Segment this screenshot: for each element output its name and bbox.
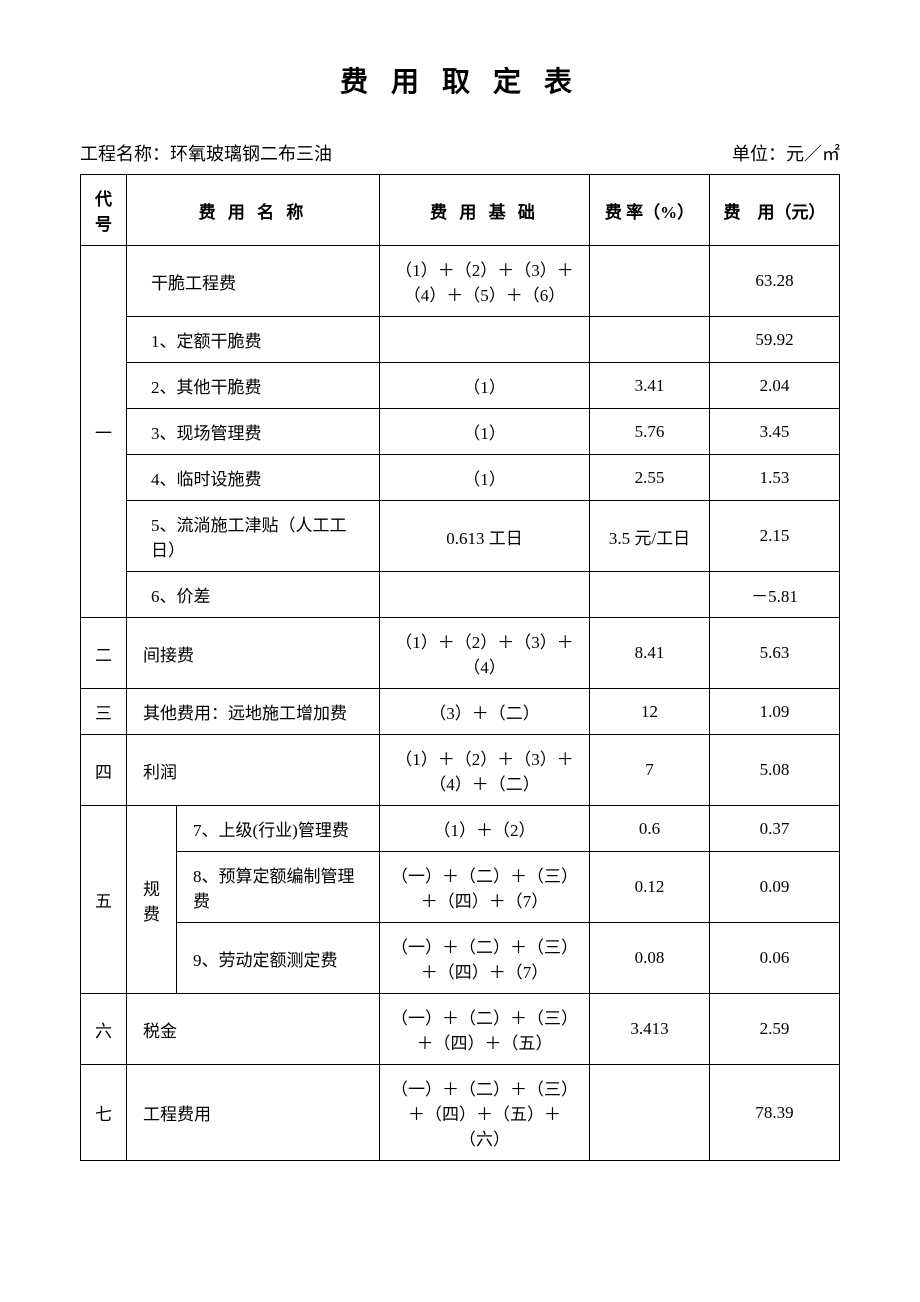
rate-cell: 7 <box>590 735 710 806</box>
group-label-cell: 规费 <box>127 806 177 994</box>
basis-cell: 0.613 工日 <box>380 501 590 572</box>
name-cell: 工程费用 <box>127 1065 380 1161</box>
table-row: 三 其他费用：远地施工增加费 （3）＋（二） 12 1.09 <box>81 689 840 735</box>
basis-cell: （1） <box>380 409 590 455</box>
unit-value: 元／㎡ <box>786 144 840 164</box>
rate-cell <box>590 1065 710 1161</box>
name-cell: 8、预算定额编制管理费 <box>177 852 380 923</box>
basis-cell: （3）＋（二） <box>380 689 590 735</box>
page-title: 费 用 取 定 表 <box>80 60 840 100</box>
name-cell: 间接费 <box>127 618 380 689</box>
code-cell: 六 <box>81 994 127 1065</box>
code-cell: 四 <box>81 735 127 806</box>
basis-cell: （1） <box>380 455 590 501</box>
table-row: 6、价差 －5.81 <box>81 572 840 618</box>
basis-cell: （一）＋（二）＋（三）＋（四）＋（五） <box>380 994 590 1065</box>
rate-cell: 12 <box>590 689 710 735</box>
fee-cell: 2.04 <box>710 363 840 409</box>
table-row: 2、其他干脆费 （1） 3.41 2.04 <box>81 363 840 409</box>
fee-cell: 2.59 <box>710 994 840 1065</box>
fee-cell: 0.06 <box>710 923 840 994</box>
basis-cell: （1）＋（2） <box>380 806 590 852</box>
header-code: 代号 <box>81 175 127 246</box>
basis-cell: （1） <box>380 363 590 409</box>
name-cell: 3、现场管理费 <box>127 409 380 455</box>
table-row: 9、劳动定额测定费 （一）＋（二）＋（三）＋（四）＋（7） 0.08 0.06 <box>81 923 840 994</box>
rate-cell <box>590 246 710 317</box>
meta-row: 工程名称：环氧玻璃钢二布三油 单位：元／㎡ <box>80 140 840 166</box>
code-cell: 七 <box>81 1065 127 1161</box>
name-cell: 利润 <box>127 735 380 806</box>
rate-cell: 3.413 <box>590 994 710 1065</box>
fee-table: 代号 费 用 名 称 费 用 基 础 费 率（%） 费 用（元） 一 干脆工程费… <box>80 174 840 1161</box>
rate-cell: 0.6 <box>590 806 710 852</box>
rate-cell: 3.5 元/工日 <box>590 501 710 572</box>
code-cell: 三 <box>81 689 127 735</box>
fee-cell: 5.63 <box>710 618 840 689</box>
name-cell: 6、价差 <box>127 572 380 618</box>
code-cell: 五 <box>81 806 127 994</box>
header-name: 费 用 名 称 <box>127 175 380 246</box>
rate-cell <box>590 317 710 363</box>
table-row: 七 工程费用 （一）＋（二）＋（三）＋（四）＋（五）＋（六） 78.39 <box>81 1065 840 1161</box>
fee-cell: 78.39 <box>710 1065 840 1161</box>
project-label: 工程名称： <box>80 144 170 164</box>
table-row: 3、现场管理费 （1） 5.76 3.45 <box>81 409 840 455</box>
rate-cell: 0.12 <box>590 852 710 923</box>
name-cell: 9、劳动定额测定费 <box>177 923 380 994</box>
unit: 单位：元／㎡ <box>732 140 840 166</box>
code-cell: 一 <box>81 246 127 618</box>
rate-cell <box>590 572 710 618</box>
name-cell: 1、定额干脆费 <box>127 317 380 363</box>
rate-cell: 2.55 <box>590 455 710 501</box>
basis-cell: （一）＋（二）＋（三）＋（四）＋（五）＋（六） <box>380 1065 590 1161</box>
basis-cell: （一）＋（二）＋（三）＋（四）＋（7） <box>380 923 590 994</box>
table-row: 五 规费 7、上级(行业)管理费 （1）＋（2） 0.6 0.37 <box>81 806 840 852</box>
rate-cell: 0.08 <box>590 923 710 994</box>
basis-cell: （1）＋（2）＋（3）＋（4）＋（5）＋（6） <box>380 246 590 317</box>
table-row: 5、流淌施工津贴（人工工日） 0.613 工日 3.5 元/工日 2.15 <box>81 501 840 572</box>
basis-cell: （1）＋（2）＋（3）＋（4）＋（二） <box>380 735 590 806</box>
fee-cell: 59.92 <box>710 317 840 363</box>
rate-cell: 8.41 <box>590 618 710 689</box>
header-rate: 费 率（%） <box>590 175 710 246</box>
basis-cell <box>380 317 590 363</box>
header-fee: 费 用（元） <box>710 175 840 246</box>
basis-cell: （1）＋（2）＋（3）＋（4） <box>380 618 590 689</box>
rate-cell: 3.41 <box>590 363 710 409</box>
table-row: 4、临时设施费 （1） 2.55 1.53 <box>81 455 840 501</box>
fee-cell: 1.09 <box>710 689 840 735</box>
name-cell: 税金 <box>127 994 380 1065</box>
fee-cell: 0.37 <box>710 806 840 852</box>
unit-label: 单位： <box>732 144 786 164</box>
header-basis: 费 用 基 础 <box>380 175 590 246</box>
fee-cell: 2.15 <box>710 501 840 572</box>
table-row: 四 利润 （1）＋（2）＋（3）＋（4）＋（二） 7 5.08 <box>81 735 840 806</box>
table-row: 六 税金 （一）＋（二）＋（三）＋（四）＋（五） 3.413 2.59 <box>81 994 840 1065</box>
name-cell: 2、其他干脆费 <box>127 363 380 409</box>
name-cell: 干脆工程费 <box>127 246 380 317</box>
fee-cell: 3.45 <box>710 409 840 455</box>
project-value: 环氧玻璃钢二布三油 <box>170 144 332 164</box>
table-row: 1、定额干脆费 59.92 <box>81 317 840 363</box>
table-row: 8、预算定额编制管理费 （一）＋（二）＋（三）＋（四）＋（7） 0.12 0.0… <box>81 852 840 923</box>
rate-cell: 5.76 <box>590 409 710 455</box>
code-cell: 二 <box>81 618 127 689</box>
fee-cell: 63.28 <box>710 246 840 317</box>
name-cell: 5、流淌施工津贴（人工工日） <box>127 501 380 572</box>
table-row: 一 干脆工程费 （1）＋（2）＋（3）＋（4）＋（5）＋（6） 63.28 <box>81 246 840 317</box>
fee-cell: 0.09 <box>710 852 840 923</box>
name-cell: 7、上级(行业)管理费 <box>177 806 380 852</box>
fee-cell: －5.81 <box>710 572 840 618</box>
table-row: 二 间接费 （1）＋（2）＋（3）＋（4） 8.41 5.63 <box>81 618 840 689</box>
basis-cell: （一）＋（二）＋（三）＋（四）＋（7） <box>380 852 590 923</box>
name-cell: 4、临时设施费 <box>127 455 380 501</box>
basis-cell <box>380 572 590 618</box>
name-cell: 其他费用：远地施工增加费 <box>127 689 380 735</box>
project-name: 工程名称：环氧玻璃钢二布三油 <box>80 140 332 166</box>
fee-cell: 1.53 <box>710 455 840 501</box>
table-header-row: 代号 费 用 名 称 费 用 基 础 费 率（%） 费 用（元） <box>81 175 840 246</box>
fee-cell: 5.08 <box>710 735 840 806</box>
